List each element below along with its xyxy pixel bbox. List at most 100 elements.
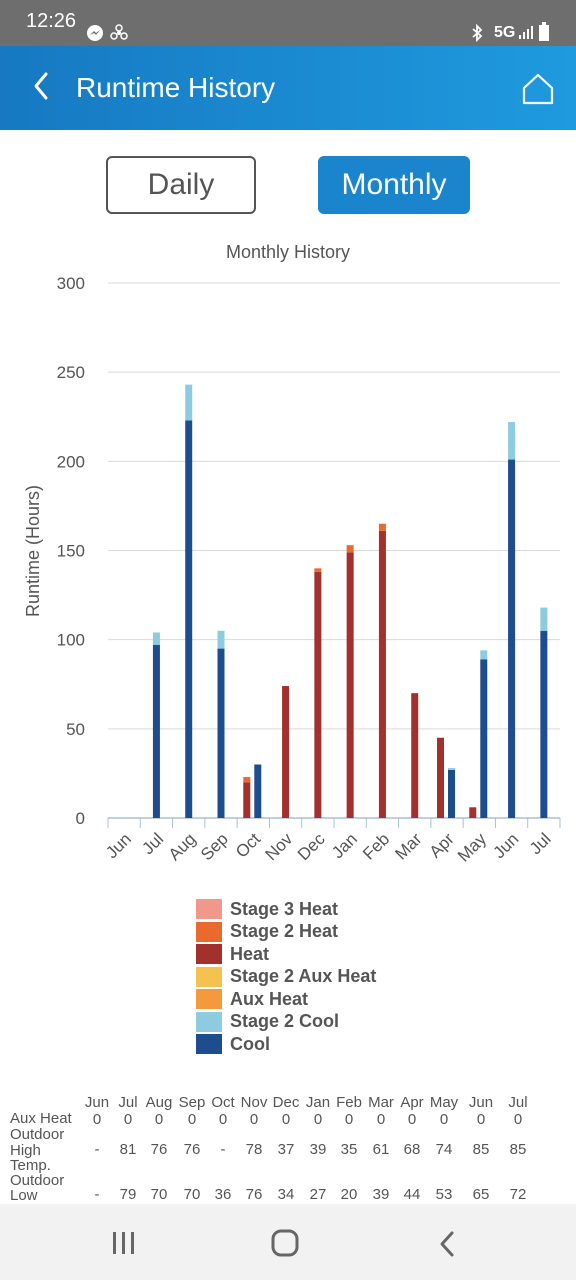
table-cell: 65 bbox=[472, 1186, 490, 1203]
table-cell: 0 bbox=[92, 1111, 102, 1128]
legend-item: Aux Heat bbox=[196, 988, 376, 1011]
bar-segment bbox=[411, 693, 419, 818]
bar-segment bbox=[469, 807, 477, 818]
y-tick-label: 300 bbox=[57, 274, 85, 293]
home-icon[interactable] bbox=[520, 72, 556, 106]
bar-segment bbox=[346, 545, 354, 553]
y-tick-label: 200 bbox=[57, 452, 85, 471]
legend-item: Stage 3 Heat bbox=[196, 898, 376, 921]
table-cell: 34 bbox=[277, 1186, 295, 1203]
back-icon[interactable] bbox=[28, 68, 56, 104]
x-tick-label: Aug bbox=[165, 829, 200, 864]
legend-swatch bbox=[196, 899, 222, 920]
table-cell: 0 bbox=[249, 1111, 259, 1128]
back-nav-icon[interactable] bbox=[436, 1230, 458, 1258]
battery-icon bbox=[539, 22, 549, 41]
x-tick-label: Jun bbox=[102, 829, 135, 862]
x-tick-label: Sep bbox=[197, 829, 232, 864]
x-tick-label: Jan bbox=[328, 829, 361, 862]
bar-segment bbox=[152, 645, 160, 818]
recent-apps-icon[interactable] bbox=[110, 1230, 138, 1256]
y-axis-ticks: 0 50 100 150 200 250 300 bbox=[57, 274, 85, 828]
table-cell: - bbox=[220, 1141, 226, 1158]
table-cell: 81 bbox=[119, 1141, 137, 1158]
y-tick-label: 250 bbox=[57, 363, 85, 382]
table-cell: 76 bbox=[245, 1186, 263, 1203]
x-tick-label: Apr bbox=[426, 829, 458, 861]
x-tick-label: Mar bbox=[391, 829, 425, 863]
status-time: 12:26 bbox=[26, 10, 77, 32]
monthly-button[interactable]: Monthly bbox=[318, 156, 470, 214]
y-tick-label: 150 bbox=[57, 542, 85, 561]
bar-segment bbox=[480, 650, 488, 660]
legend-item: Stage 2 Cool bbox=[196, 1011, 376, 1034]
table-cell: 35 bbox=[340, 1141, 358, 1158]
bar-segment bbox=[540, 607, 548, 631]
legend-swatch bbox=[196, 989, 222, 1010]
network-label: 5G bbox=[494, 24, 516, 41]
bar-segment bbox=[378, 523, 386, 531]
table-cell: 70 bbox=[183, 1186, 201, 1203]
bar-segment bbox=[185, 384, 193, 421]
table-month-header: Jul bbox=[118, 1094, 138, 1111]
table-cell: - bbox=[94, 1186, 100, 1203]
table-cell: 68 bbox=[403, 1141, 421, 1158]
table-cell: 27 bbox=[309, 1186, 327, 1203]
bar-segment bbox=[152, 632, 160, 646]
table-cell: 0 bbox=[407, 1111, 417, 1128]
bar-segment bbox=[185, 420, 193, 818]
legend-label: Stage 2 Aux Heat bbox=[230, 966, 377, 987]
x-tick-label: May bbox=[454, 829, 490, 865]
legend-label: Cool bbox=[230, 1033, 270, 1054]
bar-segment bbox=[282, 686, 290, 818]
bar-segment bbox=[243, 776, 251, 783]
legend-label: Stage 2 Heat bbox=[230, 921, 339, 942]
x-tick-label: Jul bbox=[138, 829, 167, 858]
home-nav-icon[interactable] bbox=[270, 1228, 300, 1258]
x-tick-label: Jun bbox=[490, 829, 523, 862]
table-month-header: Jan bbox=[305, 1094, 331, 1111]
app-bar: Runtime History bbox=[0, 46, 576, 130]
bar-segment bbox=[346, 552, 354, 818]
page-title: Runtime History bbox=[76, 72, 276, 103]
chart-bars bbox=[152, 384, 548, 818]
outdoor-data-table: Jun Jul Aug Sep Oct Nov Dec Jan Feb Mar Apr May Jun J… bbox=[0, 1094, 576, 1206]
table-cell: 39 bbox=[309, 1141, 327, 1158]
bar-segment bbox=[243, 782, 251, 818]
table-cell: 39 bbox=[372, 1186, 390, 1203]
legend-item: Stage 2 Aux Heat bbox=[196, 966, 376, 989]
table-cell: 70 bbox=[150, 1186, 168, 1203]
table-cell: 0 bbox=[187, 1111, 197, 1128]
legend-label: Stage 3 Heat bbox=[230, 898, 339, 919]
table-row-label: Low bbox=[10, 1187, 38, 1204]
y-tick-label: 50 bbox=[66, 720, 85, 739]
table-month-header: May bbox=[429, 1094, 459, 1111]
table-cell: 85 bbox=[509, 1141, 527, 1158]
x-tick-label: Oct bbox=[232, 829, 264, 861]
table-row-label: Aux Heat bbox=[10, 1110, 72, 1127]
legend-swatch bbox=[196, 1011, 222, 1032]
table-cell: 0 bbox=[344, 1111, 354, 1128]
table-cell: 76 bbox=[183, 1141, 201, 1158]
table-month-header: Dec bbox=[272, 1094, 300, 1111]
table-month-header: Oct bbox=[211, 1094, 235, 1111]
x-tick-label: Jul bbox=[526, 829, 555, 858]
legend-item: Cool bbox=[196, 1033, 376, 1056]
table-month-header: Mar bbox=[368, 1094, 394, 1111]
bar-segment bbox=[254, 764, 262, 818]
table-month-header: Aug bbox=[145, 1094, 173, 1111]
table-cell: 36 bbox=[214, 1186, 232, 1203]
legend-swatch bbox=[196, 966, 222, 987]
table-cell: 0 bbox=[513, 1111, 523, 1128]
bar-segment bbox=[314, 568, 322, 572]
bar-segment bbox=[378, 530, 386, 818]
table-row-label: High bbox=[10, 1142, 41, 1159]
legend-label: Heat bbox=[230, 943, 270, 964]
table-month-header: Nov bbox=[240, 1094, 268, 1111]
daily-button[interactable]: Daily bbox=[106, 156, 256, 214]
table-cell: 0 bbox=[154, 1111, 164, 1128]
table-cell: 0 bbox=[439, 1111, 449, 1128]
bar-segment bbox=[480, 659, 488, 818]
